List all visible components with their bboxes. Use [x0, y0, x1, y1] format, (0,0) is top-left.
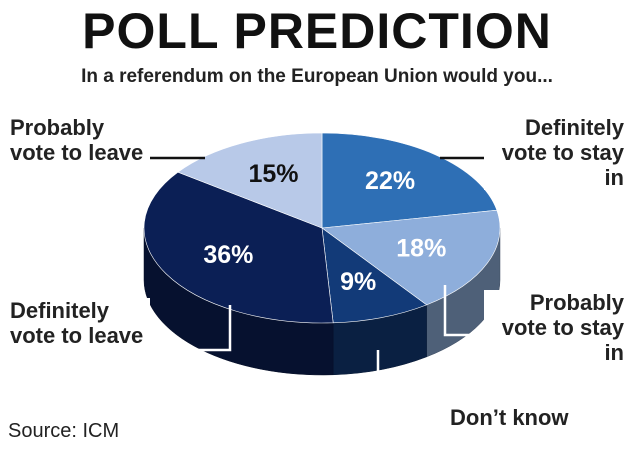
category-label: Definitely vote to leave	[10, 298, 150, 348]
leader-line	[376, 350, 445, 420]
chart-title: POLL PREDICTION	[82, 3, 552, 59]
category-label: Definitely vote to stay in	[484, 115, 624, 190]
category-label: Don’t know	[450, 405, 569, 430]
leader-line	[443, 285, 498, 337]
leader-line	[130, 305, 232, 352]
value-label: 9%	[340, 268, 376, 296]
slice	[143, 171, 334, 324]
slice	[321, 132, 498, 229]
slice	[321, 209, 501, 306]
category-label: Probably vote to stay in	[484, 290, 624, 365]
value-label: 15%	[248, 160, 298, 188]
category-label: Probably vote to leave	[10, 115, 150, 165]
slice	[321, 227, 428, 324]
value-label: 36%	[203, 241, 253, 269]
chart-subtitle: In a referendum on the European Union wo…	[81, 66, 553, 87]
source: Source: ICM	[8, 420, 120, 442]
slice	[177, 132, 323, 229]
value-label: 18%	[396, 234, 446, 262]
value-label: 22%	[365, 167, 415, 195]
